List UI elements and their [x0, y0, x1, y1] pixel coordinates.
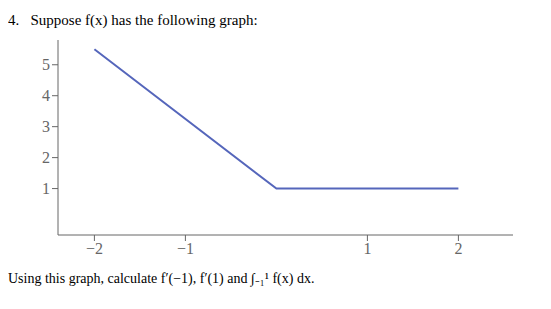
svg-text:2: 2 [42, 149, 50, 166]
svg-text:3: 3 [42, 118, 50, 135]
svg-text:2: 2 [454, 240, 462, 257]
svg-text:−2: −2 [86, 240, 103, 257]
svg-text:5: 5 [42, 56, 50, 73]
svg-text:1: 1 [363, 240, 371, 257]
svg-text:−1: −1 [177, 240, 194, 257]
html-text:4. Suppose f(x) has the follow: 4. Suppose f(x) has the following graph: [8, 12, 258, 28]
svg-text:4: 4 [42, 87, 50, 104]
html-text:Using this graph, calculate f′: Using this graph, calculate f′(−1), f′(1… [8, 271, 315, 286]
svg-text:1: 1 [42, 180, 50, 197]
